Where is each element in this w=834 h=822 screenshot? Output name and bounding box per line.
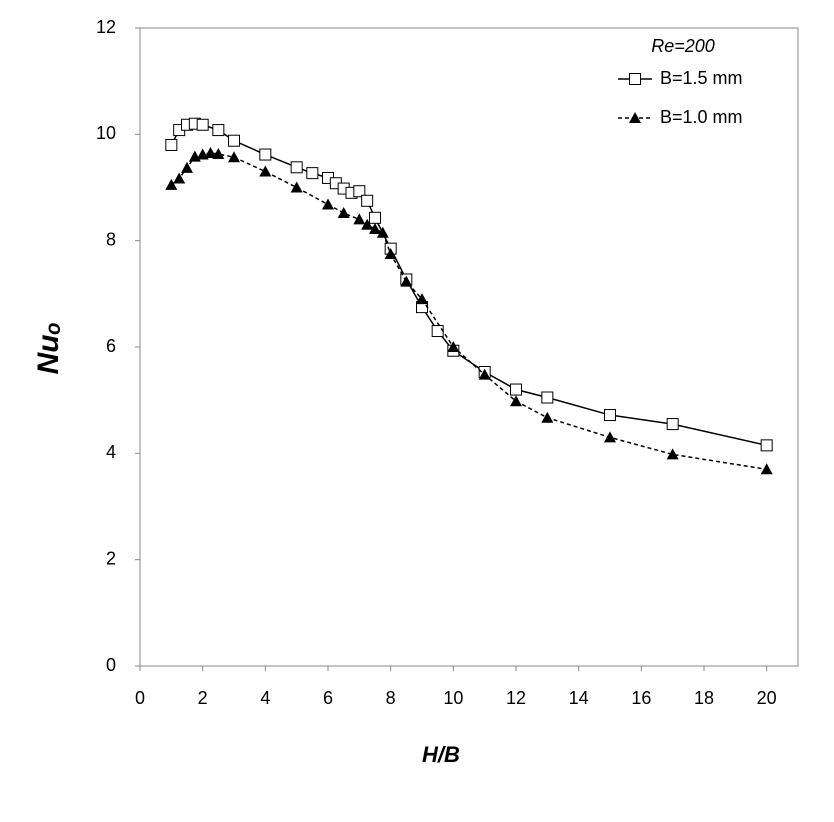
data-point xyxy=(384,247,397,259)
y-tick-label: 8 xyxy=(106,229,116,249)
data-point xyxy=(666,448,679,460)
x-tick-label: 4 xyxy=(260,688,270,708)
y-tick-label: 4 xyxy=(106,442,116,462)
x-axis-label: H/B xyxy=(422,742,460,767)
legend-label: B=1.5 mm xyxy=(660,68,743,88)
y-tick-label: 2 xyxy=(106,548,116,568)
y-tick-label: 0 xyxy=(106,655,116,675)
data-point xyxy=(760,439,773,452)
data-point xyxy=(431,325,444,338)
x-tick-label: 10 xyxy=(443,688,463,708)
data-point xyxy=(510,383,522,396)
data-point xyxy=(228,134,240,147)
data-point xyxy=(165,178,178,190)
data-point xyxy=(447,341,460,352)
y-tick-label: 6 xyxy=(106,336,116,356)
data-point xyxy=(306,167,319,180)
data-point xyxy=(353,213,366,225)
data-point xyxy=(212,124,225,137)
data-point xyxy=(173,172,186,184)
data-point xyxy=(760,463,773,475)
x-tick-label: 6 xyxy=(323,688,333,708)
data-point xyxy=(369,222,381,234)
data-point xyxy=(228,151,240,163)
legend-label: B=1.0 mm xyxy=(660,107,743,127)
data-point xyxy=(337,207,350,219)
y-axis-label: Nuₒ xyxy=(32,322,65,375)
y-tick-label: 10 xyxy=(96,123,116,143)
data-point xyxy=(604,409,616,422)
data-point xyxy=(181,161,193,173)
data-point xyxy=(322,198,334,210)
data-point xyxy=(196,118,209,131)
x-tick-label: 8 xyxy=(386,688,396,708)
x-tick-label: 18 xyxy=(694,688,714,708)
x-tick-label: 16 xyxy=(631,688,651,708)
data-point xyxy=(212,148,225,160)
x-tick-label: 0 xyxy=(135,688,145,708)
data-point xyxy=(259,165,272,177)
data-point xyxy=(541,411,554,423)
legend-title: Re=200 xyxy=(651,36,715,56)
series-line xyxy=(170,152,767,471)
data-point xyxy=(259,148,272,161)
data-point xyxy=(165,138,178,151)
x-tick-label: 14 xyxy=(569,688,589,708)
data-point xyxy=(353,185,366,198)
data-point xyxy=(400,275,413,287)
x-tick-label: 12 xyxy=(506,688,526,708)
data-point xyxy=(290,161,303,174)
legend-marker xyxy=(629,73,641,85)
data-point xyxy=(361,194,374,207)
data-point xyxy=(478,368,491,380)
data-point xyxy=(369,211,381,224)
data-point xyxy=(361,218,374,230)
data-point xyxy=(376,226,389,238)
data-point xyxy=(416,293,428,305)
data-point xyxy=(204,146,217,158)
data-point xyxy=(666,418,679,431)
data-point xyxy=(290,181,303,193)
data-point xyxy=(510,395,522,407)
y-tick-label: 12 xyxy=(96,17,116,37)
data-point xyxy=(604,431,616,443)
legend-marker xyxy=(629,112,641,123)
data-point xyxy=(541,391,554,404)
x-tick-label: 2 xyxy=(198,688,208,708)
x-tick-label: 20 xyxy=(757,688,777,708)
